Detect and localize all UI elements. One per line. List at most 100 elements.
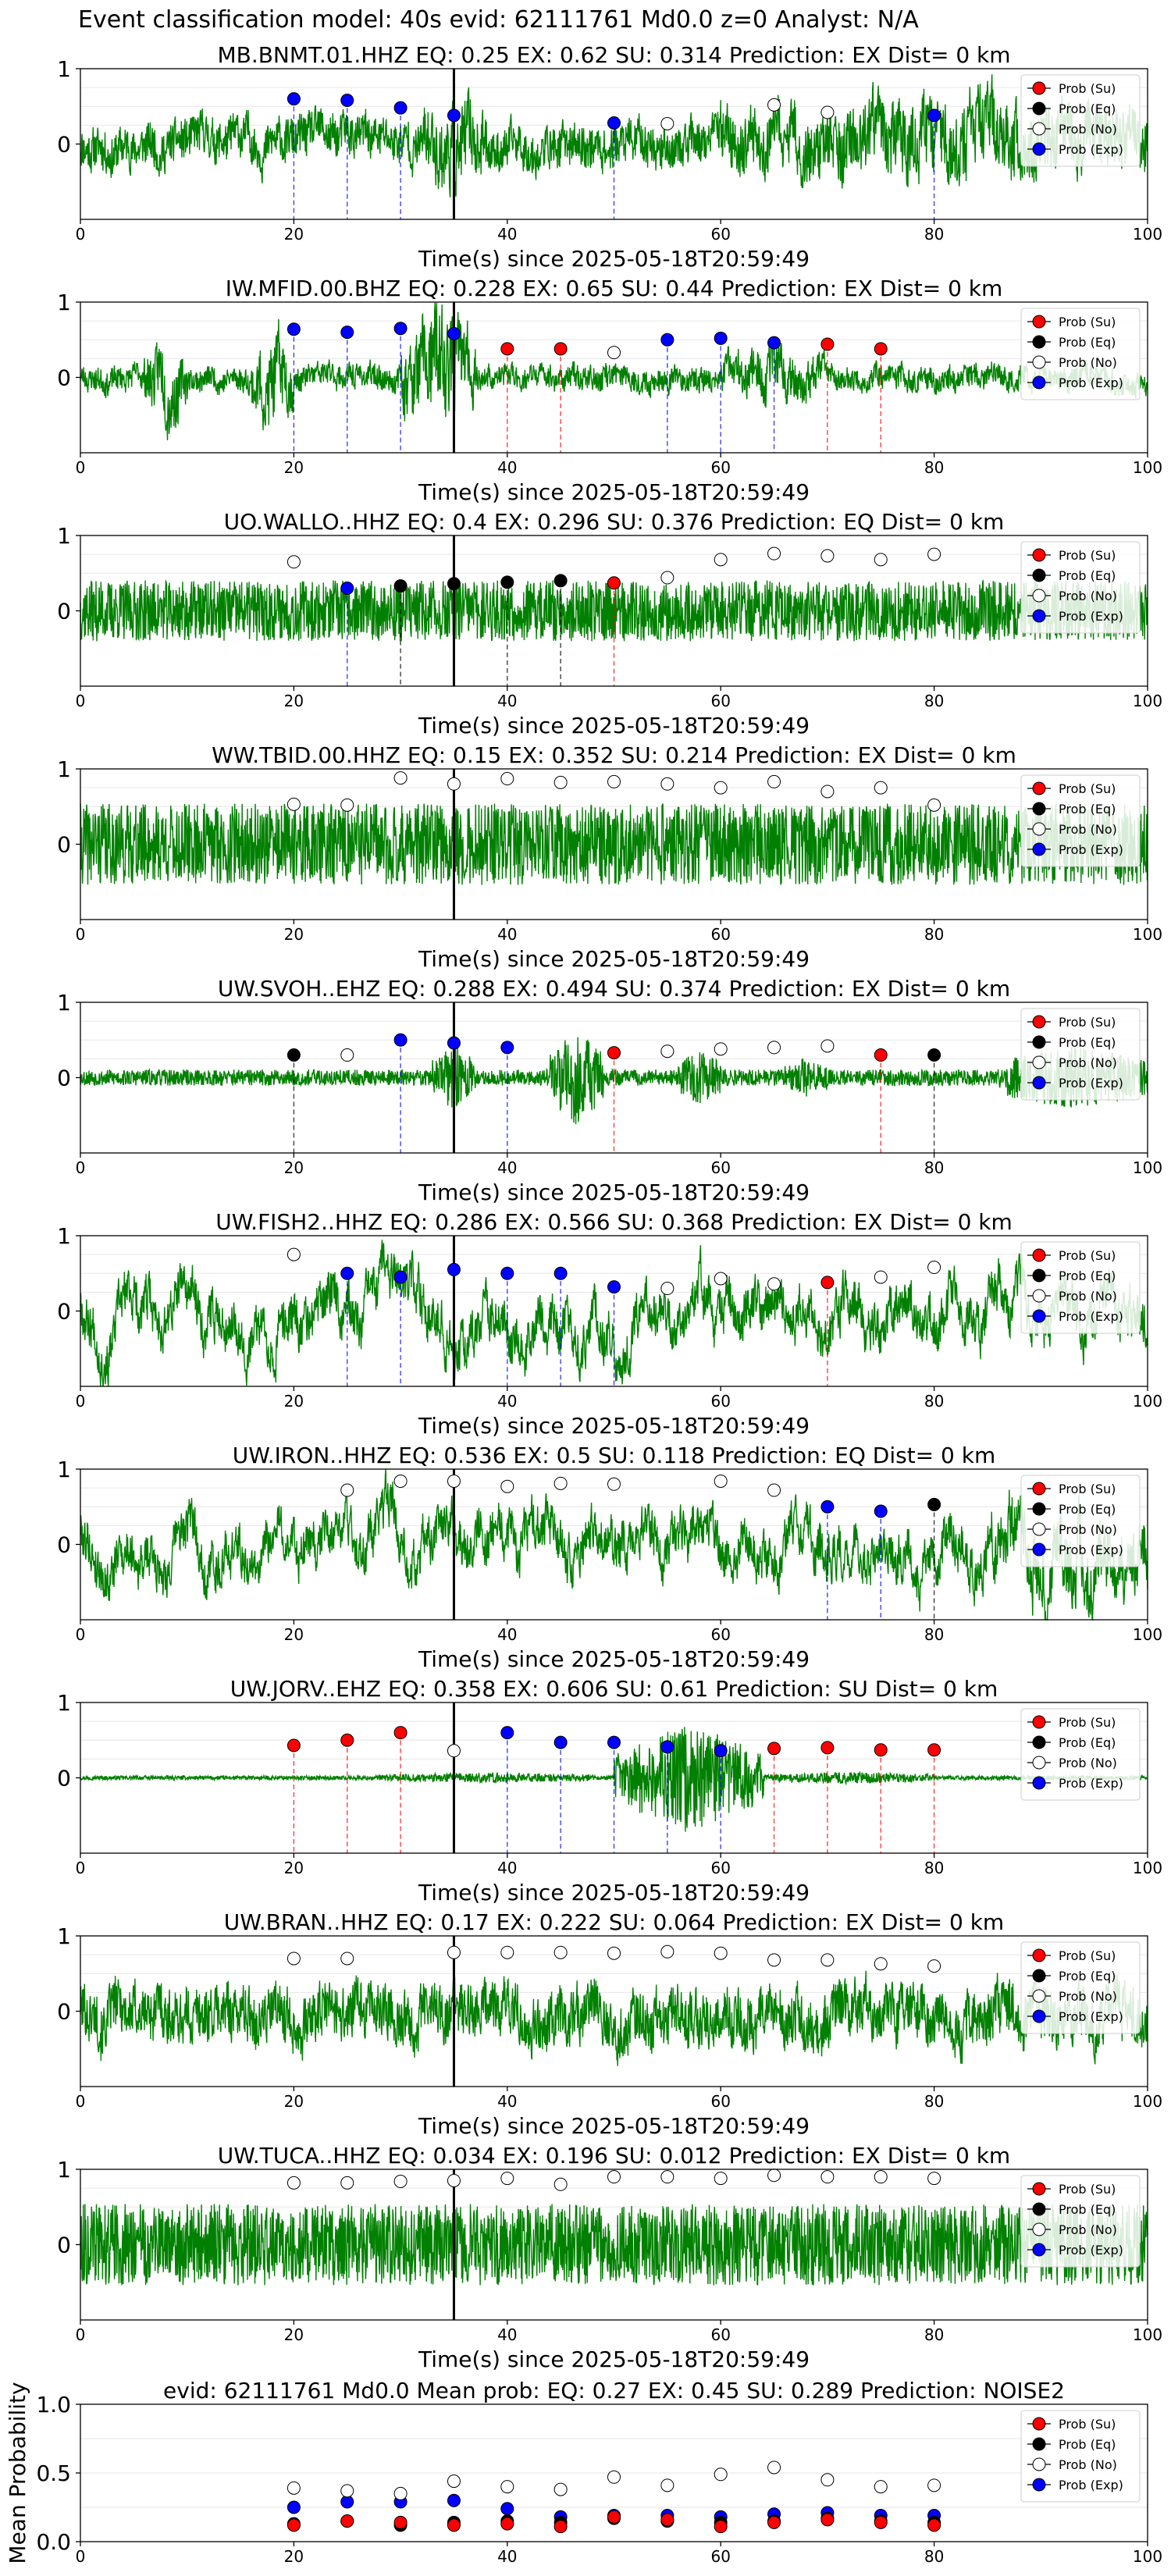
legend-box	[1020, 1941, 1141, 2034]
prob-point-su	[820, 1741, 835, 1755]
prob-point-no	[767, 98, 781, 112]
legend-marker	[1032, 1756, 1046, 1770]
prob-point-no	[393, 2174, 408, 2188]
prob-point-exp	[927, 109, 941, 123]
mean-prob-point-no	[393, 2486, 408, 2500]
legend-box	[1020, 2410, 1141, 2503]
x-tick-label: 80	[924, 2092, 944, 2111]
prob-point-exp	[393, 101, 408, 115]
mean-prob-point-exp	[447, 2493, 461, 2507]
legend-label: Prob (No)	[1059, 1522, 1117, 1537]
x-tick-label: 20	[284, 1859, 304, 1877]
legend-box	[1020, 541, 1141, 634]
y-tick-label: 0.5	[36, 2460, 71, 2486]
legend-label: Prob (Su)	[1059, 548, 1116, 563]
prob-point-su	[287, 1738, 301, 1752]
x-tick-label: 40	[497, 2325, 517, 2344]
mean-prob-point-exp	[287, 2500, 301, 2514]
legend-marker	[1032, 589, 1046, 603]
mean-prob-point-su	[553, 2520, 568, 2534]
x-tick-label: 0	[76, 2092, 86, 2111]
x-tick-label: 60	[710, 2325, 730, 2344]
x-tick-label: 40	[497, 225, 517, 244]
mean-prob-point-su	[393, 2515, 408, 2529]
x-tick-label: 40	[497, 1859, 517, 1877]
x-tick-label: 20	[284, 2325, 304, 2344]
x-tick-label: 80	[924, 2547, 944, 2566]
x-tick-label: 0	[76, 1859, 86, 1877]
y-tick-label: 1	[57, 56, 71, 82]
x-axis-label: Time(s) since 2025-05-18T20:59:49	[418, 2347, 810, 2372]
x-axis-label: Time(s) since 2025-05-18T20:59:49	[418, 479, 810, 505]
prob-point-su	[393, 1726, 408, 1740]
panel-2: IW.MFID.00.BHZ EQ: 0.228 EX: 0.65 SU: 0.…	[57, 276, 1162, 505]
prob-point-eq	[553, 574, 568, 588]
x-tick-label: 60	[710, 1392, 730, 1411]
prob-point-exp	[714, 331, 728, 345]
prob-point-no	[447, 1744, 461, 1758]
legend-label: Prob (Eq)	[1059, 1502, 1116, 1517]
x-tick-label: 100	[1133, 225, 1162, 244]
x-tick-label: 100	[1133, 2092, 1162, 2111]
prob-point-exp	[553, 1266, 568, 1280]
legend-box	[1020, 308, 1141, 400]
prob-point-no	[767, 1953, 781, 1967]
mean-prob-point-no	[820, 2473, 835, 2487]
legend-label: Prob (Exp)	[1059, 1542, 1123, 1557]
y-tick-label: 0	[57, 1532, 71, 1558]
legend-marker	[1032, 1289, 1046, 1303]
y-tick-label: 0.0	[36, 2529, 71, 2555]
legend-marker	[1032, 315, 1046, 329]
legend-label: Prob (No)	[1059, 2457, 1117, 2472]
prob-point-no	[714, 781, 728, 795]
x-tick-label: 80	[924, 1392, 944, 1411]
legend-label: Prob (Exp)	[1059, 2478, 1123, 2492]
y-tick-label: 1	[57, 1223, 71, 1249]
prob-point-exp	[820, 1500, 835, 1514]
prob-point-su	[553, 342, 568, 356]
prob-point-no	[340, 1048, 354, 1062]
prob-point-exp	[607, 1735, 621, 1749]
prob-point-su	[927, 1743, 941, 1757]
panel-title: MB.BNMT.01.HHZ EQ: 0.25 EX: 0.62 SU: 0.3…	[217, 42, 1010, 68]
legend-marker	[1032, 1502, 1046, 1516]
legend-marker	[1032, 842, 1046, 856]
prob-point-exp	[447, 1036, 461, 1050]
prob-point-no	[287, 2176, 301, 2190]
y-tick-label: 1	[57, 290, 71, 315]
x-tick-label: 0	[76, 692, 86, 710]
x-tick-label: 0	[76, 458, 86, 477]
legend-label: Prob (Exp)	[1059, 609, 1123, 624]
x-tick-label: 100	[1133, 1158, 1162, 1177]
y-tick-label: 0	[57, 1999, 71, 2025]
prob-point-no	[874, 2170, 888, 2184]
prob-point-no	[927, 1261, 941, 1275]
legend-marker	[1032, 1969, 1046, 1983]
legend-marker	[1032, 1035, 1046, 1049]
prob-point-exp	[287, 322, 301, 336]
x-tick-label: 60	[710, 225, 730, 244]
prob-point-no	[660, 1282, 674, 1296]
waveform-trace	[80, 1970, 1148, 2066]
prob-point-no	[820, 1953, 835, 1967]
prob-point-no	[927, 547, 941, 561]
legend-label: Prob (No)	[1059, 589, 1117, 603]
prob-point-su	[607, 576, 621, 590]
prob-point-eq	[447, 577, 461, 591]
prob-point-su	[767, 1742, 781, 1756]
mean-prob-point-su	[767, 2515, 781, 2529]
legend-label: Prob (No)	[1059, 822, 1117, 837]
x-tick-label: 0	[76, 1158, 86, 1177]
y-tick-label: 1	[57, 2157, 71, 2183]
prob-point-no	[767, 2169, 781, 2183]
mean-prob-point-su	[820, 2513, 835, 2527]
summary-panel: evid: 62111761 Md0.0 Mean prob: EQ: 0.27…	[5, 2378, 1162, 2566]
x-tick-label: 100	[1133, 1859, 1162, 1877]
prob-point-no	[820, 785, 835, 799]
legend-marker	[1032, 1776, 1046, 1790]
prob-point-exp	[447, 1262, 461, 1276]
prob-point-su	[874, 1048, 888, 1062]
prob-point-exp	[340, 94, 354, 108]
mean-prob-point-su	[340, 2514, 354, 2528]
x-tick-label: 60	[710, 1158, 730, 1177]
